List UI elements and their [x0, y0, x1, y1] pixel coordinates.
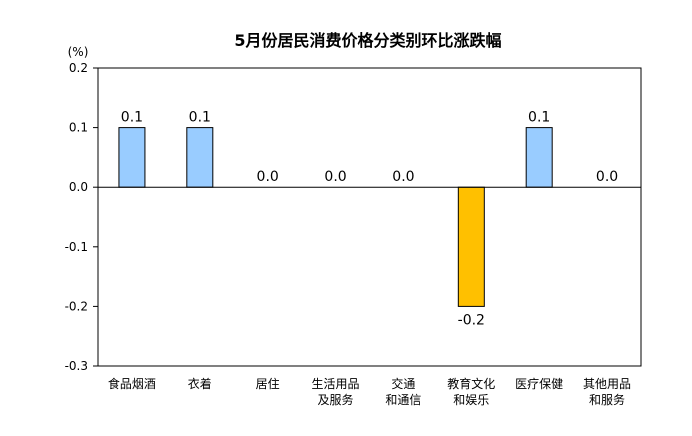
data-label: 0.0 [596, 169, 618, 185]
y-tick-label: 0.1 [69, 121, 88, 135]
y-axis-unit-label: (%) [68, 45, 89, 59]
y-tick-label: 0.0 [69, 180, 88, 194]
x-tick-label: 其他用品 [583, 377, 631, 391]
data-label: 0.0 [257, 169, 279, 185]
y-tick-label: -0.3 [65, 359, 88, 373]
bar-series [118, 127, 553, 307]
x-tick-label: 衣着 [188, 376, 212, 391]
data-label: 0.0 [324, 169, 346, 185]
x-tick-label: 生活用品 [312, 377, 360, 391]
x-tick-label: 医疗保健 [515, 377, 563, 391]
value-labels: 0.1 0.1 0.0 0.0 0.0 -0.2 0.1 0.0 [121, 110, 618, 329]
y-tick-label: -0.2 [65, 299, 88, 313]
y-axis: 0.2 0.1 0.0 -0.1 -0.2 -0.3 [65, 61, 98, 373]
x-tick-label: 和通信 [385, 393, 421, 407]
data-label: 0.1 [121, 110, 143, 126]
x-tick-label: 交通 [391, 376, 415, 391]
x-tick-label: 居住 [256, 377, 280, 391]
chart-title: 5月份居民消费价格分类别环比涨跌幅 [234, 31, 501, 50]
x-tick-label: 教育文化 [447, 376, 495, 391]
data-label: -0.2 [458, 312, 485, 328]
x-tick-label: 及服务 [318, 392, 354, 407]
y-tick-label: 0.2 [69, 61, 88, 75]
data-label: 0.1 [528, 110, 550, 126]
plot-area-frame [97, 67, 642, 367]
x-tick-label: 食品烟酒 [108, 376, 156, 391]
bar [525, 127, 553, 188]
bar [186, 127, 214, 188]
x-tick-label: 和服务 [589, 392, 625, 407]
x-tick-label: 和娱乐 [453, 393, 489, 407]
bar [457, 186, 485, 307]
y-tick-label: -0.1 [65, 240, 88, 254]
data-label: 0.1 [189, 110, 211, 126]
data-label: 0.0 [392, 169, 414, 185]
bar [118, 127, 146, 188]
